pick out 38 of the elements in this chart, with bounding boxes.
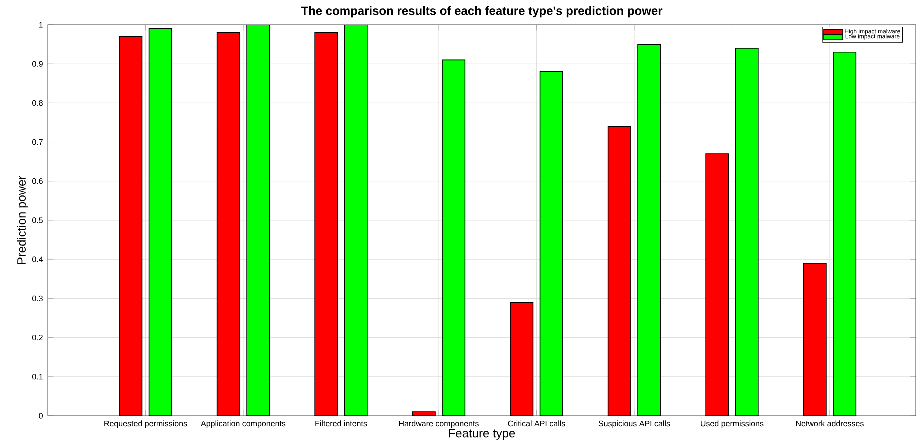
- bar: [638, 44, 662, 416]
- bar: [803, 263, 827, 416]
- y-tick-label: 1: [39, 22, 43, 28]
- bar: [608, 126, 632, 416]
- bar: [833, 52, 857, 416]
- bar: [540, 72, 564, 416]
- bar: [148, 28, 172, 416]
- bar: [510, 302, 534, 416]
- x-tick-label: Network addresses: [796, 420, 864, 427]
- bar: [314, 32, 338, 416]
- chart-title: The comparison results of each feature type's prediction power: [301, 6, 663, 18]
- bar: [735, 48, 759, 416]
- bar: [442, 60, 466, 416]
- bar: [344, 24, 368, 416]
- x-tick-label: Filtered intents: [316, 420, 368, 427]
- y-tick-label: 0.3: [32, 296, 43, 302]
- x-tick-label: Used permissions: [701, 420, 764, 428]
- bar: [412, 412, 436, 416]
- x-tick-label: Hardware components: [399, 420, 479, 428]
- y-tick-label: 0.4: [32, 256, 44, 262]
- y-tick-label: 0.6: [32, 178, 43, 184]
- x-tick-label: Application components: [201, 420, 286, 428]
- y-tick-label: 0.8: [32, 100, 43, 106]
- y-axis-title: Prediction power: [17, 176, 28, 264]
- bar: [119, 36, 143, 416]
- y-tick-label: 0.5: [32, 218, 43, 224]
- x-tick-label: Suspicious API calls: [598, 420, 670, 428]
- bar: [246, 24, 270, 416]
- x-tick-label: Critical API calls: [508, 420, 566, 427]
- y-tick-label: 0.9: [32, 61, 43, 67]
- y-tick-label: 0: [39, 413, 43, 419]
- y-tick-label: 0.2: [32, 334, 43, 341]
- x-axis-title: Feature type: [449, 429, 516, 440]
- bar: [706, 154, 730, 416]
- y-tick-label: 0.7: [32, 139, 43, 146]
- y-tick-label: 0.1: [32, 374, 43, 380]
- x-tick-label: Requested permissions: [104, 420, 188, 428]
- bar: [216, 32, 240, 416]
